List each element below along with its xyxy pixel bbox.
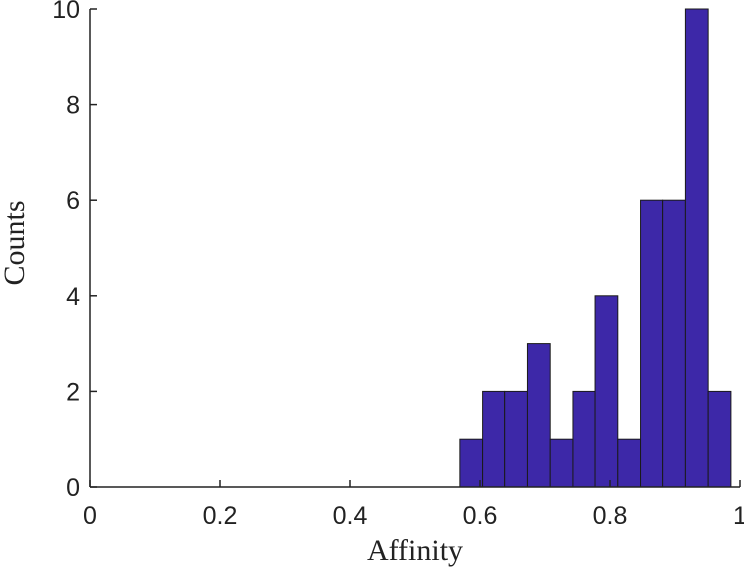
y-tick-label: 4 — [66, 283, 80, 311]
bar — [549, 438, 574, 488]
bar — [707, 390, 732, 488]
y-tick-label: 6 — [66, 187, 80, 215]
bar — [594, 295, 619, 488]
y-tick-label: 10 — [52, 0, 80, 24]
y-tick-label: 8 — [66, 92, 80, 120]
x-tick-label: 1 — [733, 502, 744, 530]
x-tick-label: 0.6 — [463, 502, 498, 530]
bar — [482, 390, 506, 488]
bar — [684, 8, 709, 488]
x-tick-label: 0.4 — [333, 502, 368, 530]
bar — [617, 438, 642, 488]
y-axis-label: Counts — [0, 200, 31, 285]
x-tick-label: 0.2 — [203, 502, 238, 530]
bar — [526, 343, 551, 488]
bar — [572, 390, 596, 488]
bar — [662, 199, 686, 488]
bar — [459, 438, 484, 488]
bar — [640, 199, 664, 488]
x-axis-label: Affinity — [367, 534, 463, 567]
x-tick-label: 0 — [83, 502, 97, 530]
x-tick-label: 0.8 — [593, 502, 628, 530]
y-tick-label: 0 — [66, 474, 80, 502]
y-tick-label: 2 — [66, 378, 80, 406]
bar — [504, 390, 528, 488]
